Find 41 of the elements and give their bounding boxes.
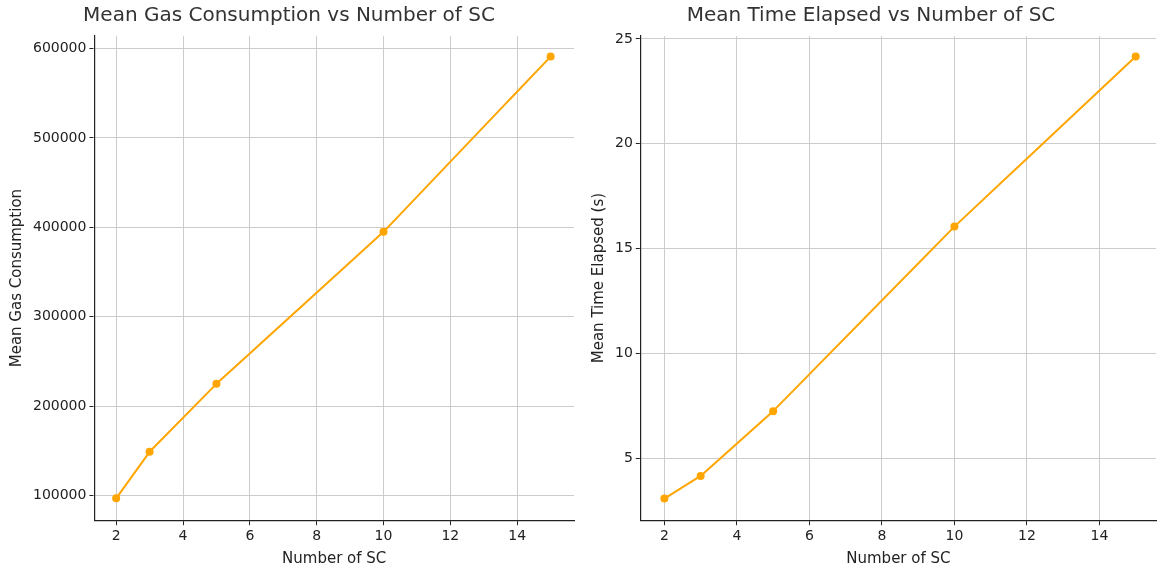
x-axis-title: Number of SC (282, 548, 387, 567)
point (696, 471, 705, 480)
x-tick-label: 14 (1090, 527, 1109, 544)
x-axis-title: Number of SC (846, 548, 951, 567)
x-tick-label: 6 (245, 527, 255, 544)
x-tick-label: 12 (1018, 527, 1036, 544)
x-tick-label: 4 (178, 527, 188, 544)
y-tick-label: 25 (614, 29, 633, 46)
point (950, 222, 959, 231)
point (546, 52, 555, 61)
point (145, 447, 154, 456)
point (379, 227, 388, 236)
y-tick-label: 5 (623, 448, 633, 465)
y-tick-label: 200000 (32, 396, 87, 413)
point (1131, 52, 1140, 61)
x-tick-label: 14 (508, 527, 527, 544)
point (769, 407, 778, 416)
y-tick-label: 15 (614, 239, 633, 256)
x-tick-label: 6 (804, 527, 814, 544)
x-tick-label: 4 (732, 527, 742, 544)
x-tick-label: 8 (312, 527, 322, 544)
y-tick-label: 600000 (32, 39, 87, 56)
y-axis-title: Mean Time Elapsed (s) (588, 192, 607, 364)
y-tick-label: 10 (614, 344, 633, 361)
chart-title: Mean Gas Consumption vs Number of SC (83, 2, 495, 27)
x-tick-label: 8 (877, 527, 887, 544)
x-tick-label: 10 (945, 527, 964, 544)
x-tick-label: 2 (659, 527, 669, 544)
x-tick-label: 10 (374, 527, 393, 544)
point (112, 494, 121, 503)
y-tick-label: 500000 (32, 128, 87, 145)
x-tick-label: 12 (441, 527, 460, 544)
y-tick-label: 20 (614, 134, 633, 151)
y-axis-title: Mean Gas Consumption (6, 188, 25, 368)
point (212, 379, 221, 388)
y-tick-label: 400000 (32, 218, 87, 234)
y-tick-label: 300000 (32, 307, 87, 324)
x-tick-label: 2 (111, 527, 121, 544)
chart-title: Mean Time Elapsed vs Number of SC (686, 2, 1056, 27)
point (660, 494, 669, 503)
y-tick-label: 100000 (32, 486, 87, 503)
